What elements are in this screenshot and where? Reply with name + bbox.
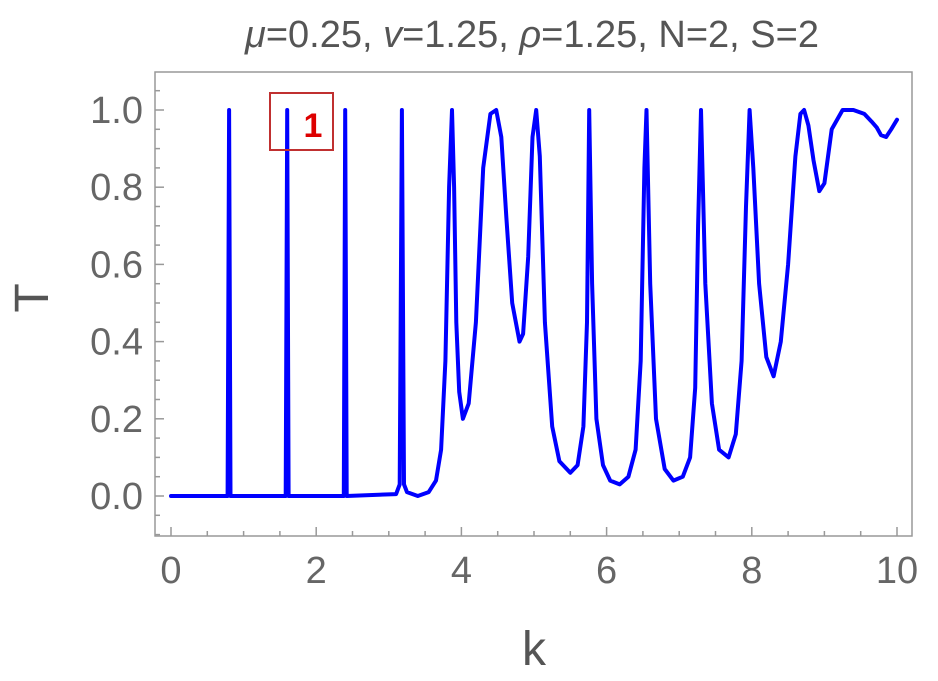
x-tick-label: 6 bbox=[596, 550, 617, 592]
annotation-marker: 1 bbox=[269, 92, 334, 151]
y-tick-label: 0.4 bbox=[90, 322, 143, 364]
chart-title-part-5: =1.25, N=2, S=2 bbox=[541, 14, 819, 56]
y-tick-label: 1.0 bbox=[90, 90, 143, 132]
x-tick-label: 10 bbox=[876, 550, 918, 592]
chart-title-part-3: =1.25, bbox=[402, 14, 519, 56]
y-tick-label: 0.0 bbox=[90, 476, 143, 518]
y-tick-label: 0.2 bbox=[90, 399, 143, 441]
chart-title-part-0: μ bbox=[244, 14, 266, 56]
chart-title-part-4: ρ bbox=[518, 14, 541, 56]
x-tick-label: 2 bbox=[306, 550, 327, 592]
y-tick-label: 0.8 bbox=[90, 167, 143, 209]
annotation-box bbox=[269, 92, 334, 151]
x-tick-label: 4 bbox=[451, 550, 472, 592]
chart-title-part-2: v bbox=[383, 14, 404, 56]
tick-labels: 0 2 4 6 8 10 0.0 0.2 0.4 0.6 0.8 1.0 bbox=[90, 90, 918, 592]
series-line-T bbox=[169, 108, 899, 498]
axis-ticks bbox=[155, 89, 898, 536]
y-tick-label: 0.6 bbox=[90, 244, 143, 286]
chart-title: μ=0.25, v=1.25, ρ=1.25, N=2, S=2 bbox=[244, 14, 819, 56]
x-tick-label: 0 bbox=[160, 550, 181, 592]
annotation-label: 1 bbox=[304, 107, 323, 145]
chart-title-part-1: =0.25, bbox=[266, 14, 383, 56]
x-tick-label: 8 bbox=[741, 550, 762, 592]
y-axis-label: T bbox=[6, 283, 59, 312]
x-axis-label: k bbox=[522, 623, 547, 676]
